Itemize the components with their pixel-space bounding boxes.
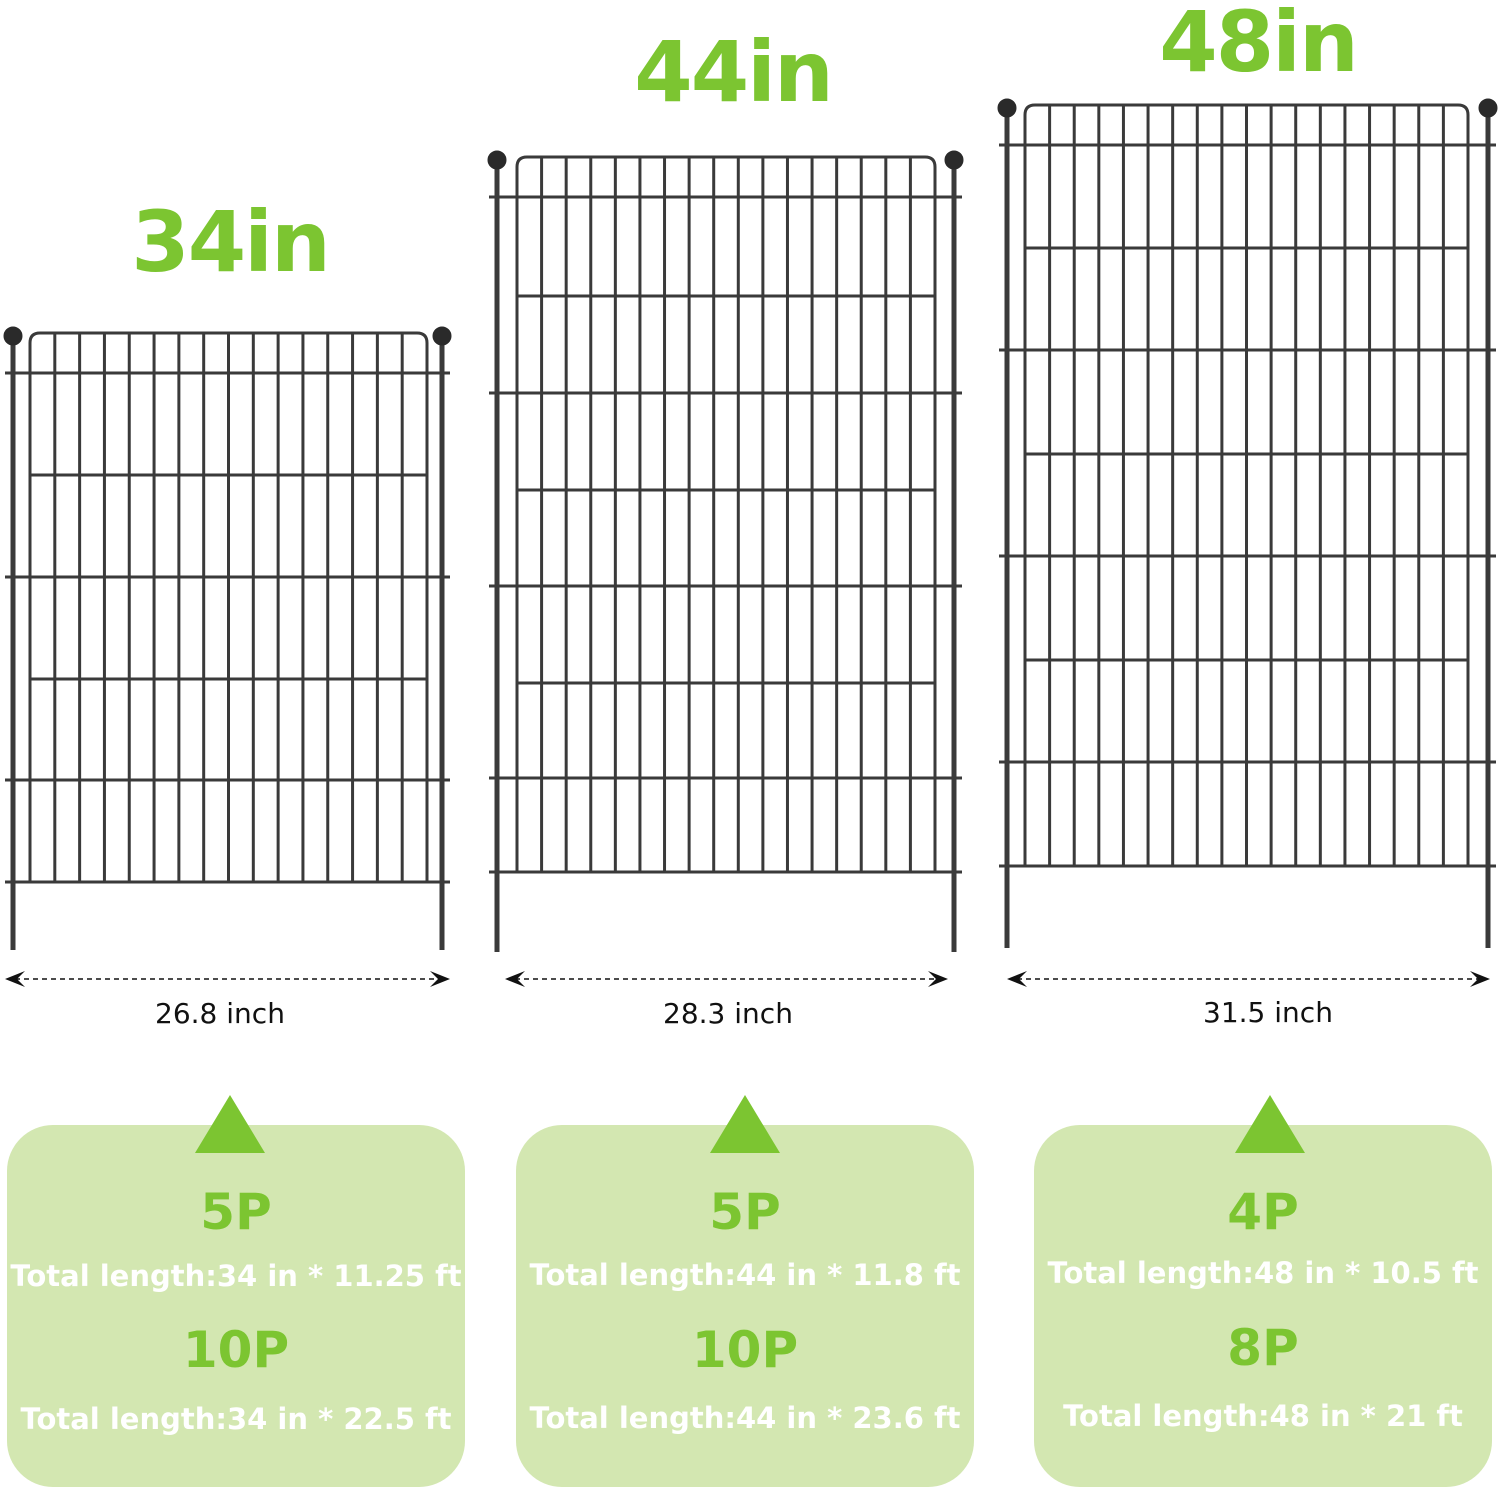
qty-label: 10P (182, 1321, 290, 1379)
width-dimension-arrow (1007, 971, 1490, 987)
post-cap-ball (1478, 98, 1498, 118)
qty-label: 5P (709, 1183, 781, 1241)
arrow-right-icon (928, 971, 948, 987)
total-length: Total length:48 in * 21 ft (1063, 1399, 1463, 1433)
triangle-pointer-icon (195, 1095, 265, 1153)
width-label-2: 28.3 inch (663, 997, 793, 1030)
height-label-34: 34in (131, 193, 331, 291)
fence-panel-3 (997, 98, 1498, 948)
height-label-44: 44in (634, 23, 834, 121)
qty-label: 10P (691, 1321, 799, 1379)
total-length: Total length:44 in * 11.8 ft (529, 1258, 961, 1292)
post-cap-ball (944, 150, 964, 170)
total-length: Total length:34 in * 11.25 ft (10, 1259, 462, 1293)
total-length: Total length:34 in * 22.5 ft (20, 1402, 452, 1436)
post-cap-ball (3, 326, 23, 346)
quantity-box-2: 5P Total length:44 in * 11.8 ft 10P Tota… (516, 1125, 974, 1487)
arrow-right-icon (1470, 971, 1490, 987)
total-length: Total length:44 in * 23.6 ft (529, 1401, 961, 1435)
height-label-48: 48in (1159, 0, 1359, 91)
fence-panel-2 (487, 150, 964, 952)
post-cap-ball (997, 98, 1017, 118)
arrow-left-icon (5, 971, 25, 987)
quantity-box-3: 4P Total length:48 in * 10.5 ft 8P Total… (1034, 1125, 1492, 1487)
post-cap-ball (432, 326, 452, 346)
qty-label: 8P (1227, 1319, 1299, 1377)
triangle-pointer-icon (710, 1095, 780, 1153)
width-label-1: 26.8 inch (155, 997, 285, 1030)
width-dimension-arrow (5, 971, 450, 987)
arrow-left-icon (505, 971, 525, 987)
qty-label: 4P (1227, 1183, 1299, 1241)
post-cap-ball (487, 150, 507, 170)
arrow-left-icon (1007, 971, 1027, 987)
triangle-pointer-icon (1235, 1095, 1305, 1153)
total-length: Total length:48 in * 10.5 ft (1047, 1256, 1479, 1290)
quantity-box-1: 5P Total length:34 in * 11.25 ft 10P Tot… (7, 1125, 465, 1487)
fence-frame (515, 155, 937, 872)
fence-panel-1 (3, 326, 452, 950)
qty-label: 5P (200, 1183, 272, 1241)
width-label-3: 31.5 inch (1203, 996, 1333, 1029)
arrow-right-icon (430, 971, 450, 987)
fence-illustrations (3, 98, 1498, 987)
width-dimension-arrow (505, 971, 948, 987)
